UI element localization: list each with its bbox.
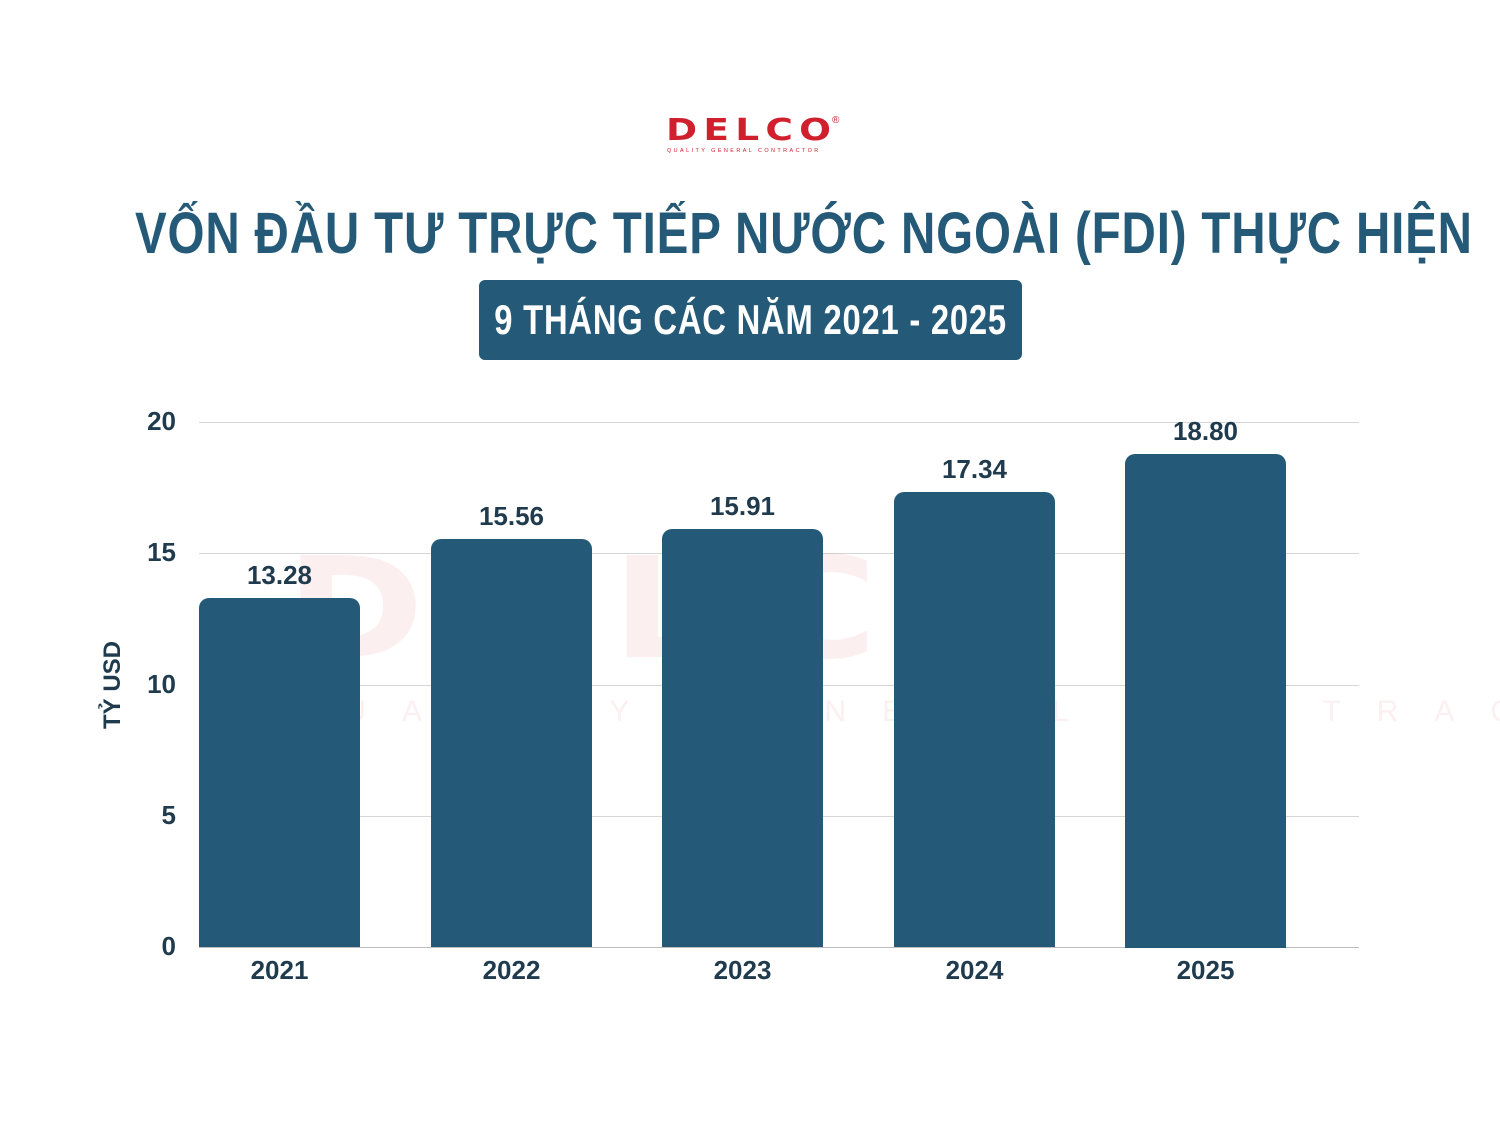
delco-logo: DELCO ® QUALITY GENERAL CONTRACTOR — [666, 115, 846, 160]
bar-2025 — [1125, 454, 1286, 948]
x-tick-label: 2021 — [250, 955, 309, 985]
bar-2024 — [894, 492, 1055, 947]
bar-value-label: 18.80 — [1172, 416, 1239, 446]
x-tick-label: 2024 — [945, 955, 1004, 985]
y-tick-label: 15 — [147, 537, 176, 567]
bar-value-label: 15.91 — [709, 491, 776, 521]
bar-2022 — [431, 539, 592, 947]
bar-value-label: 17.34 — [941, 454, 1008, 484]
x-tick-label: 2023 — [713, 955, 772, 985]
bar-value-label: 15.56 — [478, 501, 545, 531]
x-axis-line — [199, 947, 1359, 948]
logo-wordmark: DELCO — [666, 113, 838, 148]
bar-2021 — [199, 598, 360, 947]
gridline — [199, 422, 1359, 423]
registered-mark: ® — [832, 115, 840, 126]
y-tick-label: 20 — [147, 406, 176, 436]
bar-value-label: 13.28 — [246, 560, 313, 590]
chart-subtitle: 9 THÁNG CÁC NĂM 2021 - 2025 — [494, 296, 1007, 343]
y-tick-label: 10 — [147, 669, 176, 699]
y-tick-label: 5 — [161, 800, 176, 830]
subtitle-banner: 9 THÁNG CÁC NĂM 2021 - 2025 — [479, 280, 1022, 360]
y-tick-label: 0 — [161, 931, 176, 961]
x-tick-label: 2022 — [482, 955, 541, 985]
chart-title: VỐN ĐẦU TƯ TRỰC TIẾP NƯỚC NGOÀI (FDI) TH… — [135, 201, 1473, 266]
logo-tagline: QUALITY GENERAL CONTRACTOR — [667, 148, 821, 154]
bar-2023 — [662, 529, 823, 947]
x-tick-label: 2025 — [1176, 955, 1235, 985]
